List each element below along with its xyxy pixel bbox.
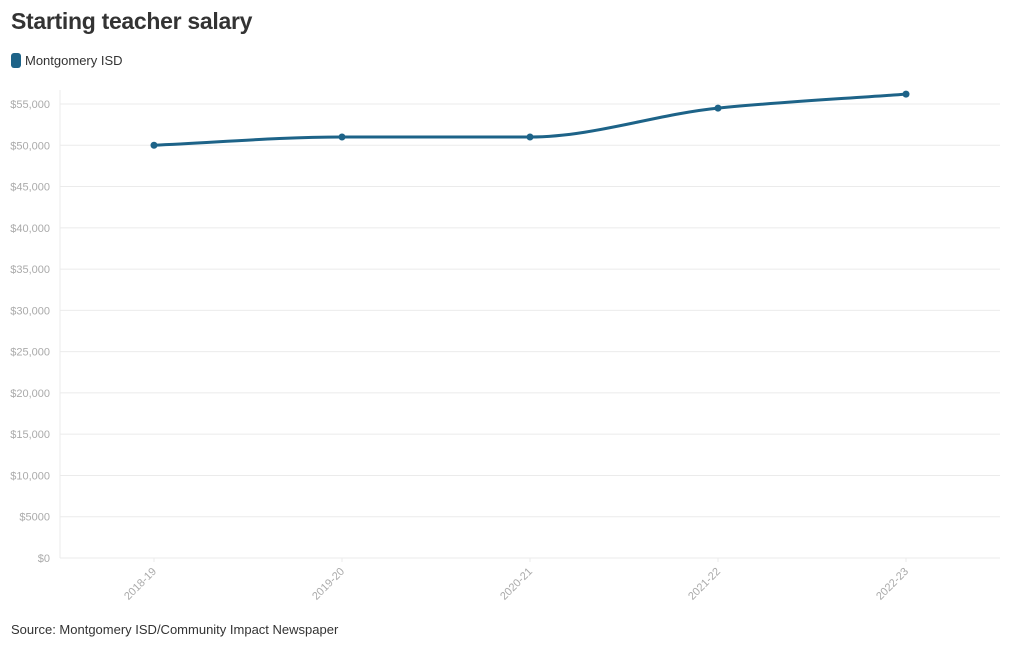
y-tick-label: $40,000 bbox=[10, 223, 50, 235]
y-tick-label: $55,000 bbox=[10, 99, 50, 111]
legend-label: Montgomery ISD bbox=[25, 53, 123, 68]
chart-title: Starting teacher salary bbox=[11, 8, 253, 34]
y-tick-label: $25,000 bbox=[10, 347, 50, 359]
x-tick-label: 2018-19 bbox=[122, 566, 159, 603]
y-tick-label: $45,000 bbox=[10, 182, 50, 194]
y-tick-label: $50,000 bbox=[10, 140, 50, 152]
y-tick-label: $0 bbox=[38, 553, 50, 565]
data-point bbox=[714, 104, 722, 112]
y-tick-label: $30,000 bbox=[10, 305, 50, 317]
x-tick-label: 2019-20 bbox=[310, 566, 347, 603]
source-note: Source: Montgomery ISD/Community Impact … bbox=[11, 622, 339, 637]
y-tick-label: $10,000 bbox=[10, 470, 50, 482]
legend-swatch bbox=[11, 53, 21, 68]
y-tick-label: $5000 bbox=[19, 512, 50, 524]
y-tick-label: $20,000 bbox=[10, 388, 50, 400]
data-point bbox=[338, 133, 346, 141]
data-point bbox=[902, 90, 910, 98]
x-tick-label: 2020-21 bbox=[498, 566, 535, 603]
y-tick-label: $15,000 bbox=[10, 429, 50, 441]
data-point bbox=[526, 133, 534, 141]
y-tick-label: $35,000 bbox=[10, 264, 50, 276]
x-tick-label: 2021-22 bbox=[686, 566, 723, 603]
x-tick-label: 2022-23 bbox=[874, 566, 911, 603]
legend[interactable]: Montgomery ISD bbox=[11, 53, 123, 68]
data-point bbox=[150, 141, 158, 149]
